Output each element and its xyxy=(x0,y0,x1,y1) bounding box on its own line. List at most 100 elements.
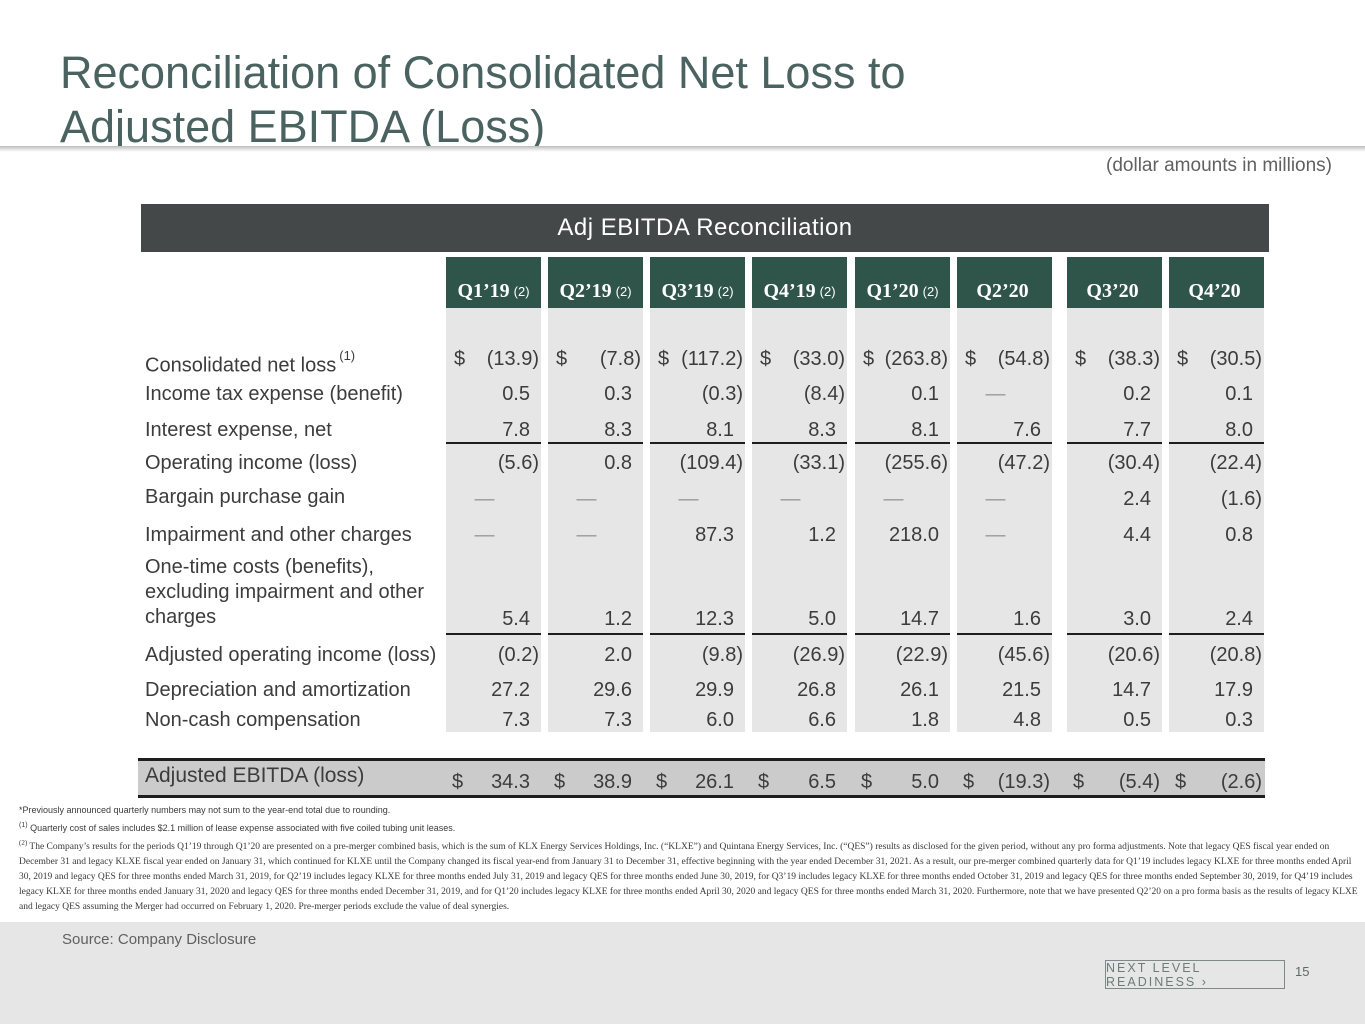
table-cell: (30.5) xyxy=(1209,348,1262,370)
row-label: Impairment and other charges xyxy=(145,523,412,548)
subtotal-underline xyxy=(446,633,541,635)
subtotal-underline xyxy=(1169,633,1264,635)
currency-symbol: $ xyxy=(452,771,464,793)
table-cell: 4.8 xyxy=(1013,709,1041,731)
currency-symbol: $ xyxy=(1177,348,1189,370)
table-cell: 0.8 xyxy=(1225,524,1253,546)
row-label-note: (1) xyxy=(339,348,356,363)
table-cell: 8.1 xyxy=(706,419,734,441)
column-header-label: Q1’19 xyxy=(457,280,510,302)
table-cell: 3.0 xyxy=(1123,608,1151,630)
column-background xyxy=(752,308,847,732)
table-cell: 12.3 xyxy=(695,608,734,630)
currency-symbol: $ xyxy=(1175,771,1187,793)
total-cell: 26.1 xyxy=(695,771,734,793)
row-label-line: One-time costs (benefits), xyxy=(145,556,374,578)
row-label-text: Non-cash compensation xyxy=(145,709,361,731)
table-cell: 1.2 xyxy=(604,608,632,630)
subtotal-underline xyxy=(650,442,745,444)
row-label-text: Depreciation and amortization xyxy=(145,679,411,701)
table-cell: 7.8 xyxy=(502,419,530,441)
column-header-label: Q3’20 xyxy=(1086,280,1139,302)
currency-symbol: $ xyxy=(963,771,975,793)
total-cell: 6.5 xyxy=(808,771,836,793)
column-header-3: Q3’19 (2) xyxy=(650,257,745,308)
currency-symbol: $ xyxy=(965,348,977,370)
subtotal-underline xyxy=(957,442,1052,444)
table-cell: (0.3) xyxy=(701,383,743,405)
table-cell: 29.6 xyxy=(593,679,632,701)
row-label: Adjusted operating income (loss) xyxy=(145,643,436,668)
total-cell: 34.3 xyxy=(491,771,530,793)
subtotal-underline xyxy=(855,442,950,444)
table-cell: 7.3 xyxy=(604,709,632,731)
table-cell: (20.8) xyxy=(1209,644,1262,666)
table-cell: (38.3) xyxy=(1107,348,1160,370)
row-label: Non-cash compensation xyxy=(145,708,361,733)
currency-symbol: $ xyxy=(760,348,772,370)
row-label-line: excluding impairment and other xyxy=(145,581,425,603)
page-title: Reconciliation of Consolidated Net Loss … xyxy=(60,46,1060,154)
column-header-6: Q2’20 xyxy=(957,257,1052,308)
table-cell: 8.3 xyxy=(604,419,632,441)
table-cell: — xyxy=(678,488,699,510)
column-header-2: Q2’19 (2) xyxy=(548,257,643,308)
column-header-label: Q1’20 xyxy=(866,280,919,302)
table-cell: 1.6 xyxy=(1013,608,1041,630)
table-cell: 27.2 xyxy=(491,679,530,701)
table-cell: 7.3 xyxy=(502,709,530,731)
table-cell: (0.2) xyxy=(497,644,539,666)
table-cell: — xyxy=(576,524,597,546)
table-cell: (9.8) xyxy=(701,644,743,666)
table-cell: 7.7 xyxy=(1123,419,1151,441)
row-label: One-time costs (benefits), excluding impa… xyxy=(145,555,445,630)
total-cell: (5.4) xyxy=(1118,771,1160,793)
column-header-note: (2) xyxy=(513,284,530,299)
table-cell: — xyxy=(576,488,597,510)
currency-symbol: $ xyxy=(454,348,466,370)
table-cell: 1.8 xyxy=(911,709,939,731)
table-cell: — xyxy=(474,524,495,546)
total-row-label: Adjusted EBITDA (loss) xyxy=(145,764,365,787)
currency-symbol: $ xyxy=(656,771,668,793)
table-cell: 6.6 xyxy=(808,709,836,731)
row-label-text: Operating income (loss) xyxy=(145,452,358,474)
column-background xyxy=(650,308,745,732)
column-header-4: Q4’19 (2) xyxy=(752,257,847,308)
table-cell: 2.4 xyxy=(1123,488,1151,510)
table-cell: 218.0 xyxy=(888,524,939,546)
subtotal-underline xyxy=(548,633,643,635)
footnotes: *Previously announced quarterly numbers … xyxy=(19,803,1365,915)
table-cell: (5.6) xyxy=(497,452,539,474)
table-cell: (45.6) xyxy=(997,644,1050,666)
table-cell: — xyxy=(883,488,904,510)
subtotal-underline xyxy=(752,633,847,635)
table-cell: (109.4) xyxy=(679,452,743,474)
total-cell: (2.6) xyxy=(1220,771,1262,793)
table-cell: 17.9 xyxy=(1214,679,1253,701)
table-cell: (22.4) xyxy=(1209,452,1262,474)
currency-symbol: $ xyxy=(758,771,770,793)
table-cell: (263.8) xyxy=(884,348,948,370)
table-cell: — xyxy=(985,383,1006,405)
table-cell: (22.9) xyxy=(895,644,948,666)
table-cell: (117.2) xyxy=(681,348,743,370)
table-cell: 2.4 xyxy=(1225,608,1253,630)
table-cell: 7.6 xyxy=(1013,419,1041,441)
table-cell: 0.3 xyxy=(1225,709,1253,731)
table-cell: 0.5 xyxy=(1123,709,1151,731)
title-line-1: Reconciliation of Consolidated Net Loss … xyxy=(60,47,906,98)
row-label-text: Consolidated net loss xyxy=(145,354,337,377)
currency-symbol: $ xyxy=(1075,348,1087,370)
total-cell: (19.3) xyxy=(997,771,1050,793)
table-cell: (7.8) xyxy=(599,348,641,370)
column-header-note: (2) xyxy=(615,284,632,299)
table-cell: — xyxy=(474,488,495,510)
table-cell: (255.6) xyxy=(884,452,948,474)
table-cell: 8.3 xyxy=(808,419,836,441)
row-label: Interest expense, net xyxy=(145,418,332,443)
table-cell: 5.4 xyxy=(502,608,530,630)
column-background xyxy=(1169,308,1264,732)
row-label-text: Bargain purchase gain xyxy=(145,486,346,508)
total-cell: 38.9 xyxy=(593,771,632,793)
